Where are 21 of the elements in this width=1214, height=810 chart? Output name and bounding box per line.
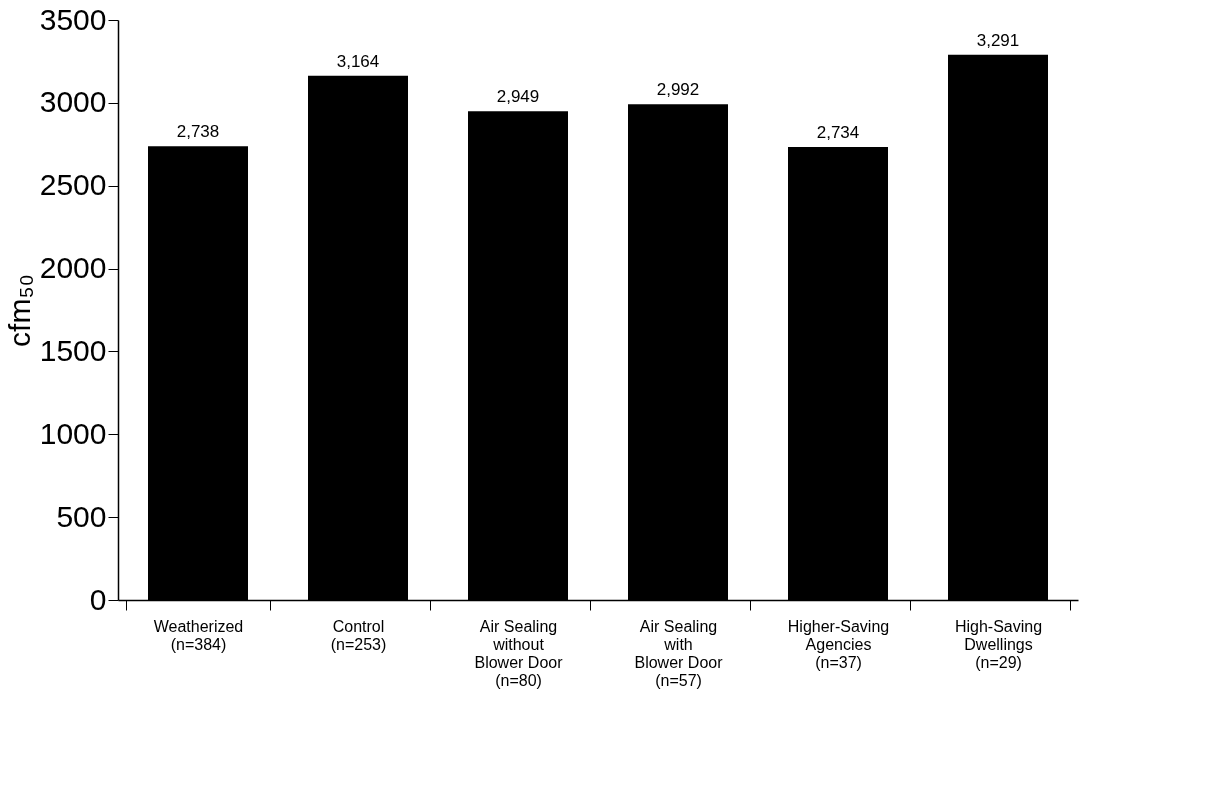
data-label: 2,738 <box>176 122 220 142</box>
x-tick-label: High-Saving Dwellings (n=29) <box>954 617 1043 671</box>
data-label: 3,164 <box>336 51 380 71</box>
y-tick-label: 2500 <box>39 168 107 202</box>
x-tick-label: Weatherized (n=384) <box>153 617 244 653</box>
y-tick-label: 500 <box>56 499 107 533</box>
data-label: 3,291 <box>976 30 1020 50</box>
y-tick-label: 3000 <box>39 85 107 119</box>
x-tick-label: Control (n=253) <box>330 617 387 653</box>
y-tick-label: 0 <box>89 582 107 616</box>
x-tick-label: Higher-Saving Agencies (n=37) <box>787 617 890 671</box>
data-label: 2,734 <box>816 122 860 142</box>
y-tick-label: 3500 <box>39 2 107 36</box>
y-tick-label: 2000 <box>39 251 107 285</box>
x-tick-label: Air Sealing without Blower Door (n=80) <box>474 617 564 689</box>
x-tick-label: Air Sealing with Blower Door (n=57) <box>634 617 724 689</box>
y-tick-label: 1500 <box>39 333 107 367</box>
y-axis-title: cfm₅₀ <box>2 274 36 347</box>
y-tick-label: 1000 <box>39 416 107 450</box>
data-label: 2,949 <box>496 87 540 107</box>
data-label: 2,992 <box>656 80 700 100</box>
